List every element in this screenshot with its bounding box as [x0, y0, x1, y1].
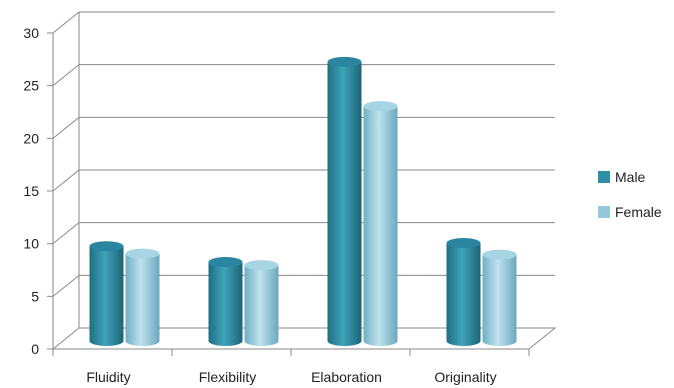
y-tick-label: 0	[31, 341, 39, 357]
bar-top	[446, 238, 481, 249]
bars	[89, 56, 517, 347]
bar	[244, 260, 279, 347]
x-tick-label: Flexibility	[199, 369, 257, 385]
bar-top	[244, 260, 279, 271]
y-tick-label: 20	[23, 130, 39, 146]
y-tick-label: 15	[23, 183, 39, 199]
legend-swatch	[598, 206, 610, 218]
floor	[51, 327, 557, 350]
bar	[327, 56, 362, 347]
x-tick-label: Elaboration	[311, 369, 382, 385]
bar-top	[363, 101, 398, 112]
gridline-diagonal	[52, 11, 80, 34]
bar-top	[89, 241, 124, 252]
legend-label: Female	[615, 204, 662, 220]
legend-swatch	[598, 171, 610, 183]
bar-body	[89, 246, 124, 347]
gridline-diagonal	[52, 116, 80, 139]
bar-top	[208, 257, 243, 267]
x-axis: Fluidity Flexibility Elaboration Originalit…	[52, 349, 530, 385]
bar	[208, 257, 243, 347]
bar-top	[327, 56, 362, 67]
bar-top	[125, 248, 160, 259]
gridline-diagonal	[52, 64, 80, 87]
y-tick-label: 5	[31, 288, 39, 304]
bar-body	[208, 262, 243, 347]
y-axis: 0 5 10 15 20 25 30	[23, 25, 53, 357]
y-tick-label: 25	[23, 78, 39, 94]
gridline-diagonal	[52, 169, 80, 192]
bar-body	[327, 61, 362, 347]
bar-top	[482, 249, 517, 260]
y-tick-label: 10	[23, 236, 39, 252]
grid-lines	[52, 11, 555, 297]
legend-label: Male	[615, 169, 646, 185]
bar-body	[244, 265, 279, 347]
bar	[89, 241, 124, 347]
x-tick-label: Originality	[434, 369, 496, 385]
bar	[446, 238, 481, 347]
gridline-diagonal	[52, 274, 80, 297]
bar-body	[482, 254, 517, 347]
bar	[482, 249, 517, 347]
gridline-diagonal	[52, 222, 80, 245]
bar	[363, 101, 398, 347]
y-tick-label: 30	[23, 25, 39, 41]
x-tick-label: Fluidity	[86, 369, 130, 385]
bar-body	[363, 106, 398, 347]
legend: Male Female	[598, 169, 662, 220]
bar-body	[125, 253, 160, 347]
bar-body	[446, 243, 481, 347]
bar	[125, 248, 160, 347]
